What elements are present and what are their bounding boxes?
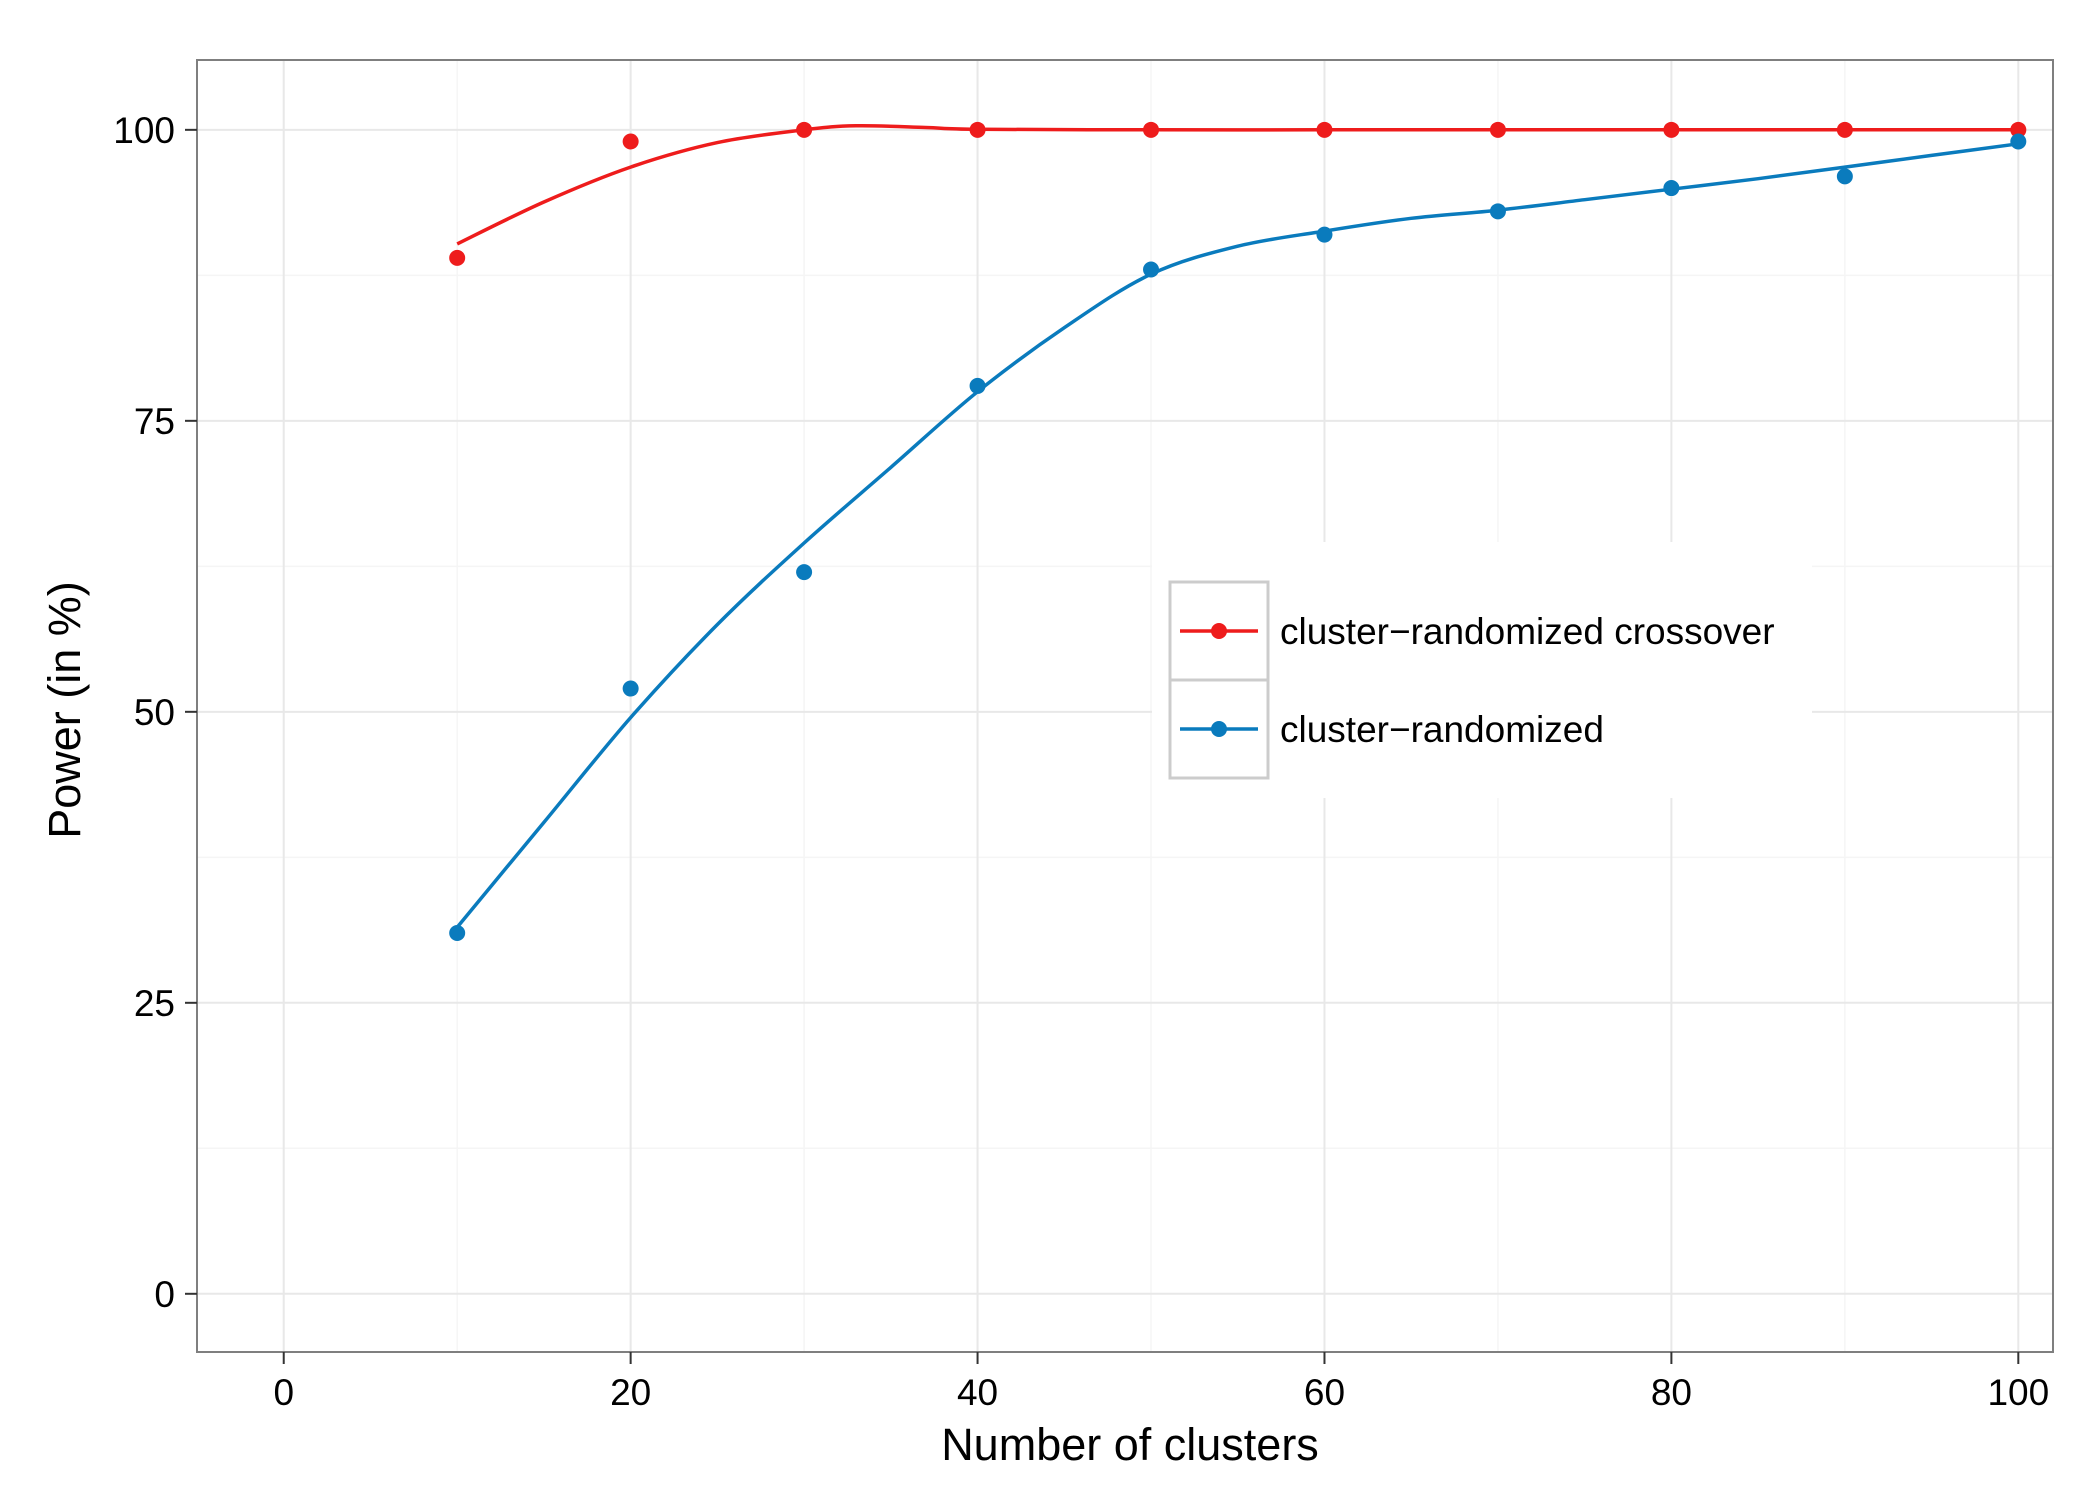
data-point	[796, 564, 813, 581]
data-point	[1316, 226, 1333, 243]
data-point	[1143, 261, 1160, 278]
data-point	[1489, 203, 1506, 220]
x-tick-label: 40	[957, 1372, 998, 1413]
data-point	[1663, 121, 1680, 138]
x-tick-label: 20	[610, 1372, 651, 1413]
data-point	[449, 924, 466, 941]
data-point	[969, 377, 986, 394]
legend-key-point	[1211, 721, 1227, 737]
y-tick-label: 0	[154, 1274, 175, 1315]
legend-label: cluster−randomized	[1280, 709, 1604, 750]
x-tick-label: 60	[1304, 1372, 1345, 1413]
data-point	[1836, 168, 1853, 185]
data-point	[2010, 121, 2027, 138]
series-line	[455, 142, 2019, 929]
x-axis: 0 20 40 60 80 100	[273, 1352, 2049, 1413]
y-axis-label: Power (in %)	[39, 581, 90, 839]
y-tick-label: 100	[113, 110, 175, 151]
series-1	[449, 133, 2027, 941]
legend-key-point	[1211, 623, 1227, 639]
x-tick-label: 80	[1651, 1372, 1692, 1413]
y-tick-label: 75	[134, 401, 175, 442]
data-point	[622, 680, 639, 697]
data-point	[1836, 121, 1853, 138]
data-point	[1489, 121, 1506, 138]
data-point	[622, 133, 639, 150]
data-point	[1316, 121, 1333, 138]
series-0	[449, 121, 2027, 266]
data-point	[796, 121, 813, 138]
data-point	[449, 249, 466, 266]
data-point	[2010, 133, 2027, 150]
data-point	[1663, 180, 1680, 197]
y-tick-label: 25	[134, 983, 175, 1024]
plot-border	[196, 59, 2054, 1353]
x-tick-label: 0	[273, 1372, 294, 1413]
series-layer	[449, 121, 2027, 941]
x-tick-label: 100	[1987, 1372, 2049, 1413]
y-axis: 0 25 50 75 100	[113, 110, 197, 1315]
data-point	[1143, 121, 1160, 138]
legend: cluster−randomized crossover cluster−rand…	[1152, 542, 1812, 798]
data-point	[969, 121, 986, 138]
legend-label: cluster−randomized crossover	[1280, 611, 1775, 652]
series-line	[456, 123, 2019, 246]
y-tick-label: 50	[134, 692, 175, 733]
x-axis-label: Number of clusters	[941, 1419, 1319, 1470]
